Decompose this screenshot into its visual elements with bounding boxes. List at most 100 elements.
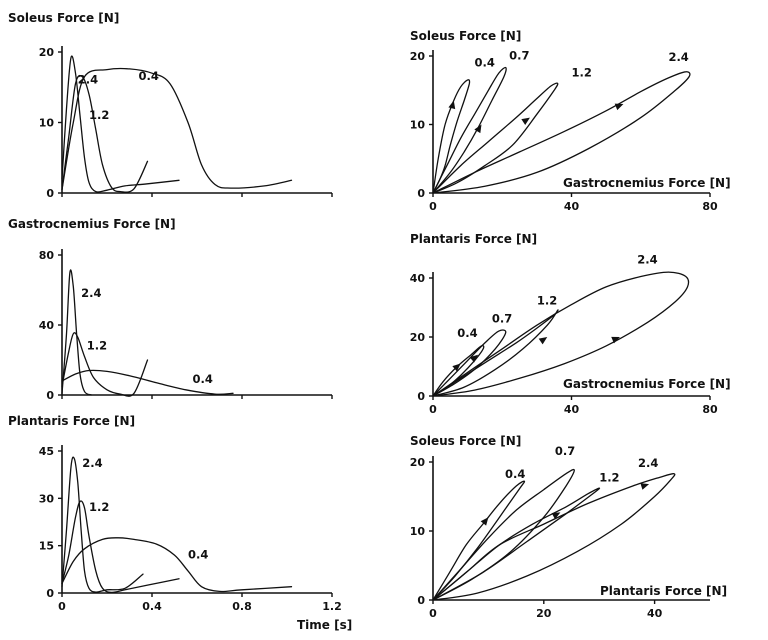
direction-arrow xyxy=(551,512,561,520)
x-tick-label: 0.8 xyxy=(232,600,252,613)
series-label-2-4: 2.4 xyxy=(638,456,658,470)
series-label-1-2: 1.2 xyxy=(572,66,592,80)
x-tick-label: 0.4 xyxy=(142,600,162,613)
x-tick-label: 0 xyxy=(429,403,437,416)
series-label-0-4: 0.4 xyxy=(457,326,477,340)
x-tick-label: 80 xyxy=(702,200,718,213)
y-tick-label: 10 xyxy=(410,525,426,538)
y-tick-label: 80 xyxy=(39,249,55,262)
series-label-0-7: 0.7 xyxy=(555,444,575,458)
panel-soleus-vs-gastrocnemius: Soleus Force [N] Gastrocnemius Force [N]… xyxy=(410,29,731,213)
y-tick-label: 20 xyxy=(39,46,55,59)
direction-arrow xyxy=(452,363,461,372)
series-line-2-4 xyxy=(61,55,180,193)
series-line-1-2 xyxy=(432,487,601,601)
x-tick-label: 40 xyxy=(647,607,663,620)
panel-plantaris-time: Plantaris Force [N] Time [s] 0 15 30 45 0 0.4… xyxy=(8,414,352,632)
series-label-0-4: 0.4 xyxy=(475,55,495,69)
panel-title-soleus-vs-plantaris: Soleus Force [N] xyxy=(410,434,521,448)
series-label-1-2: 1.2 xyxy=(599,470,619,484)
series-line-0-4 xyxy=(61,369,234,395)
y-tick-label: 0 xyxy=(46,389,54,402)
panel-soleus-vs-plantaris: Soleus Force [N] Plantaris Force [N] 0 10… xyxy=(410,434,727,620)
x-axis-label-plantaris: Plantaris Force [N] xyxy=(600,584,727,598)
y-tick-label: 20 xyxy=(410,50,426,63)
series-label-1-2: 1.2 xyxy=(87,339,107,353)
panel-title-plantaris-time: Plantaris Force [N] xyxy=(8,414,135,428)
series-line-2-4 xyxy=(432,473,676,601)
direction-arrow xyxy=(614,103,624,111)
direction-arrow xyxy=(611,336,620,344)
series-label-2-4: 2.4 xyxy=(81,286,101,300)
series-line-2-4 xyxy=(432,271,690,397)
x-tick-label: 40 xyxy=(564,200,580,213)
x-tick-label: 40 xyxy=(564,403,580,416)
y-tick-label: 15 xyxy=(39,540,54,553)
x-tick-label: 80 xyxy=(702,403,718,416)
y-tick-label: 10 xyxy=(410,119,426,132)
series-label-0-4: 0.4 xyxy=(139,69,159,83)
panel-plantaris-vs-gastrocnemius: Plantaris Force [N] Gastrocnemius Force … xyxy=(410,232,731,416)
series-label-1-2: 1.2 xyxy=(537,294,557,308)
series-line-2-4 xyxy=(432,71,691,194)
series-line-1-2 xyxy=(61,332,149,397)
series-line-0-4 xyxy=(432,79,471,194)
x-axis-label-gastrocnemius-1: Gastrocnemius Force [N] xyxy=(563,176,731,190)
direction-arrow xyxy=(480,517,489,526)
series-label-1-2: 1.2 xyxy=(89,108,109,122)
series-label-0-4: 0.4 xyxy=(505,467,525,481)
y-tick-label: 0 xyxy=(417,390,425,403)
series-label-2-4: 2.4 xyxy=(637,252,657,266)
direction-arrow xyxy=(640,483,650,490)
y-tick-label: 40 xyxy=(39,319,55,332)
y-tick-label: 0 xyxy=(417,594,425,607)
series-label-2-4: 2.4 xyxy=(78,73,98,87)
series-label-2-4: 2.4 xyxy=(82,456,102,470)
y-tick-label: 20 xyxy=(410,331,426,344)
series-label-0-7: 0.7 xyxy=(509,48,529,62)
series-line-0-4 xyxy=(432,480,526,601)
panel-title-soleus-vs-gastrocnemius: Soleus Force [N] xyxy=(410,29,521,43)
y-tick-label: 40 xyxy=(410,272,426,285)
y-tick-label: 0 xyxy=(417,187,425,200)
y-tick-label: 10 xyxy=(39,117,55,130)
panel-gastrocnemius-time: Gastrocnemius Force [N] 0 40 80 2.4 1.2 0.4 xyxy=(8,217,333,402)
series-line-1-2 xyxy=(432,82,559,194)
series-label-0-4: 0.4 xyxy=(188,547,208,561)
y-tick-label: 20 xyxy=(410,456,426,469)
series-line-1-2 xyxy=(432,309,559,397)
y-tick-label: 0 xyxy=(46,187,54,200)
x-tick-label: 0 xyxy=(58,600,66,613)
panel-soleus-time: Soleus Force [N] 0 10 20 2.4 1.2 0.4 xyxy=(8,11,333,200)
direction-arrow xyxy=(469,354,479,363)
x-tick-label: 0 xyxy=(429,200,437,213)
series-line-0-7 xyxy=(432,468,575,601)
series-label-0-7: 0.7 xyxy=(492,311,512,325)
y-tick-label: 30 xyxy=(39,492,55,505)
panel-title-soleus-time: Soleus Force [N] xyxy=(8,11,119,25)
x-axis-label-time: Time [s] xyxy=(297,618,352,632)
series-label-0-4: 0.4 xyxy=(193,372,213,386)
series-line-0-4 xyxy=(61,67,293,191)
series-line-2-4 xyxy=(61,456,144,593)
x-tick-label: 20 xyxy=(536,607,552,620)
series-line-2-4 xyxy=(61,269,92,396)
series-line-0-7 xyxy=(432,66,507,194)
series-label-2-4: 2.4 xyxy=(668,50,688,64)
x-axis-label-gastrocnemius-2: Gastrocnemius Force [N] xyxy=(563,377,731,391)
panel-title-gastrocnemius-time: Gastrocnemius Force [N] xyxy=(8,217,176,231)
panel-title-plantaris-vs-gastrocnemius: Plantaris Force [N] xyxy=(410,232,537,246)
series-line-1-2 xyxy=(61,500,180,594)
series-label-1-2: 1.2 xyxy=(89,500,109,514)
x-tick-label: 1.2 xyxy=(322,600,342,613)
direction-arrow xyxy=(448,100,456,110)
series-line-0-4 xyxy=(61,537,293,593)
direction-arrow xyxy=(521,117,530,125)
series-line-1-2 xyxy=(61,74,149,193)
direction-arrow xyxy=(474,124,482,134)
direction-arrow xyxy=(538,337,548,345)
series-line-0-7 xyxy=(432,329,507,397)
y-tick-label: 45 xyxy=(39,445,54,458)
x-tick-label: 0 xyxy=(429,607,437,620)
